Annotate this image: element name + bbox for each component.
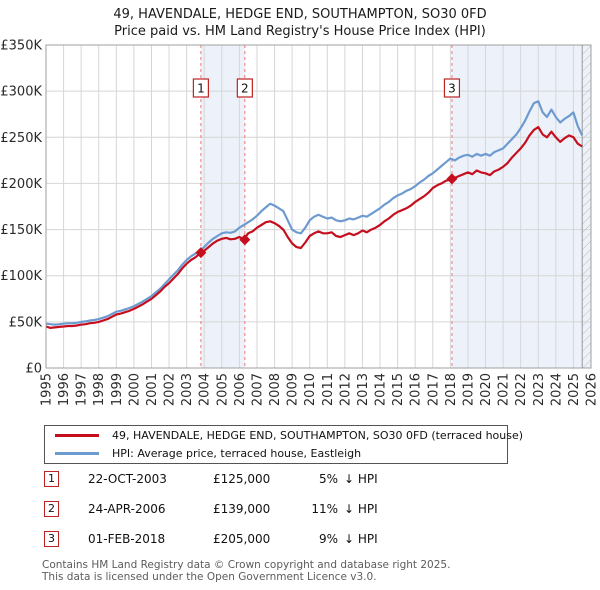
- x-tick-label: 1995: [40, 373, 55, 406]
- sale-row-3: 3 01-FEB-2018 £205,000 9% ↓ HPI: [44, 531, 464, 547]
- x-tick-label: 2004: [198, 373, 213, 406]
- sale-flag-box: [236, 78, 253, 98]
- legend-item-price-paid: 49, HAVENDALE, HEDGE END, SOUTHAMPTON, S…: [45, 427, 523, 444]
- x-tick-label: 2006: [233, 373, 248, 406]
- sale-point-diamond: [239, 234, 251, 246]
- page-title: 49, HAVENDALE, HEDGE END, SOUTHAMPTON, S…: [113, 7, 487, 22]
- x-tick-label: 1996: [57, 373, 72, 406]
- x-tick-label: 2012: [338, 373, 353, 406]
- sale-1-rel-hpi: ↓ HPI: [344, 472, 378, 486]
- legend-label-price-paid: 49, HAVENDALE, HEDGE END, SOUTHAMPTON, S…: [112, 429, 524, 442]
- y-tick-label: £100K: [0, 269, 42, 284]
- chart-legend: 49, HAVENDALE, HEDGE END, SOUTHAMPTON, S…: [44, 425, 523, 464]
- sale-flag-number: 2: [241, 82, 249, 96]
- x-tick-label: 2026: [585, 373, 600, 406]
- x-tick-label: 2001: [145, 373, 160, 406]
- x-tick-label: 2022: [514, 373, 529, 406]
- x-tick-label: 2017: [426, 373, 441, 406]
- x-tick-label: 2010: [303, 373, 318, 406]
- x-tick-label: 2007: [250, 373, 265, 406]
- sale-1-date: 22-OCT-2003: [88, 472, 167, 486]
- licence-line: This data is licensed under the Open Gov…: [42, 571, 377, 583]
- sale-flag-number: 3: [448, 82, 456, 96]
- x-tick-label: 2009: [286, 373, 301, 406]
- sale-2-rel-hpi: ↓ HPI: [344, 502, 378, 516]
- x-tick-label: 2020: [479, 373, 494, 406]
- x-tick-label: 2025: [567, 373, 582, 406]
- plot-frame: [45, 44, 592, 369]
- x-tick-label: 2018: [444, 373, 459, 406]
- x-tick-label: 1998: [92, 373, 107, 406]
- y-tick-label: £200K: [0, 177, 42, 192]
- no-data-hatch: [582, 45, 591, 368]
- y-tick-label: £150K: [0, 223, 42, 238]
- x-tick-label: 2021: [497, 373, 512, 406]
- copyright-line: Contains HM Land Registry data © Crown c…: [42, 559, 451, 571]
- price-chart: 1 2 3 £0 £50K £100K £150K £200K £250K £300K £350K 1…: [0, 39, 600, 407]
- legend-label-hpi: HPI: Average price, terraced house, East…: [112, 447, 362, 460]
- x-tick-label: 2016: [409, 373, 424, 406]
- sale-3-pct-vs-hpi: 9%: [318, 532, 338, 546]
- sale-flag-box: [192, 78, 209, 98]
- sale-3-date: 01-FEB-2018: [88, 532, 166, 546]
- x-tick-label: 2000: [127, 373, 142, 406]
- sale-point-diamond: [195, 247, 207, 259]
- sale-2-price: £139,000: [213, 502, 271, 516]
- sale-flag-number: 1: [197, 82, 205, 96]
- sale-3-rel-hpi: ↓ HPI: [344, 532, 378, 546]
- hpi-line-swatch: [55, 452, 99, 455]
- ownership-band: [451, 45, 591, 368]
- x-tick-label: 2014: [374, 373, 389, 406]
- sale-1-price: £125,000: [213, 472, 271, 486]
- x-tick-label: 2013: [356, 373, 371, 406]
- sale-2-date: 24-APR-2006: [88, 502, 166, 516]
- sale-row-2: 2 24-APR-2006 £139,000 11% ↓ HPI: [44, 501, 464, 517]
- x-tick-label: 1999: [110, 373, 125, 406]
- x-tick-label: 2005: [215, 373, 230, 406]
- x-tick-label: 2019: [461, 373, 476, 406]
- y-tick-label: £50K: [9, 315, 43, 330]
- sale-row-1: 1 22-OCT-2003 £125,000 5% ↓ HPI: [44, 471, 464, 487]
- sale-3-flag: 3: [44, 531, 59, 547]
- sale-3-price: £205,000: [213, 532, 271, 546]
- x-tick-label: 2011: [321, 373, 336, 406]
- sale-1-pct-vs-hpi: 5%: [318, 472, 338, 486]
- sale-2-pct-vs-hpi: 11%: [311, 502, 338, 516]
- legend-item-hpi: HPI: Average price, terraced house, East…: [45, 445, 507, 462]
- y-tick-label: £250K: [0, 131, 42, 146]
- x-tick-label: 2015: [391, 373, 406, 406]
- hpi-line: [45, 100, 584, 326]
- y-tick-label: £0: [25, 362, 42, 377]
- y-tick-label: £300K: [0, 85, 42, 100]
- x-tick-label: 2024: [549, 373, 564, 406]
- price-paid-line: [45, 125, 583, 329]
- x-tick-label: 2002: [163, 373, 178, 406]
- page-subtitle: Price paid vs. HM Land Registry's House …: [114, 24, 486, 39]
- y-tick-label: £350K: [0, 39, 42, 54]
- sale-2-flag: 2: [44, 501, 59, 517]
- x-tick-label: 2023: [532, 373, 547, 406]
- ownership-band: [200, 45, 245, 368]
- sale-point-diamond: [446, 173, 458, 185]
- x-tick-label: 1997: [75, 373, 90, 406]
- x-tick-label: 2008: [268, 373, 283, 406]
- sale-flag-box: [443, 78, 461, 98]
- price-line-swatch: [55, 434, 99, 437]
- x-tick-label: 2003: [180, 373, 195, 406]
- sale-1-flag: 1: [44, 471, 59, 487]
